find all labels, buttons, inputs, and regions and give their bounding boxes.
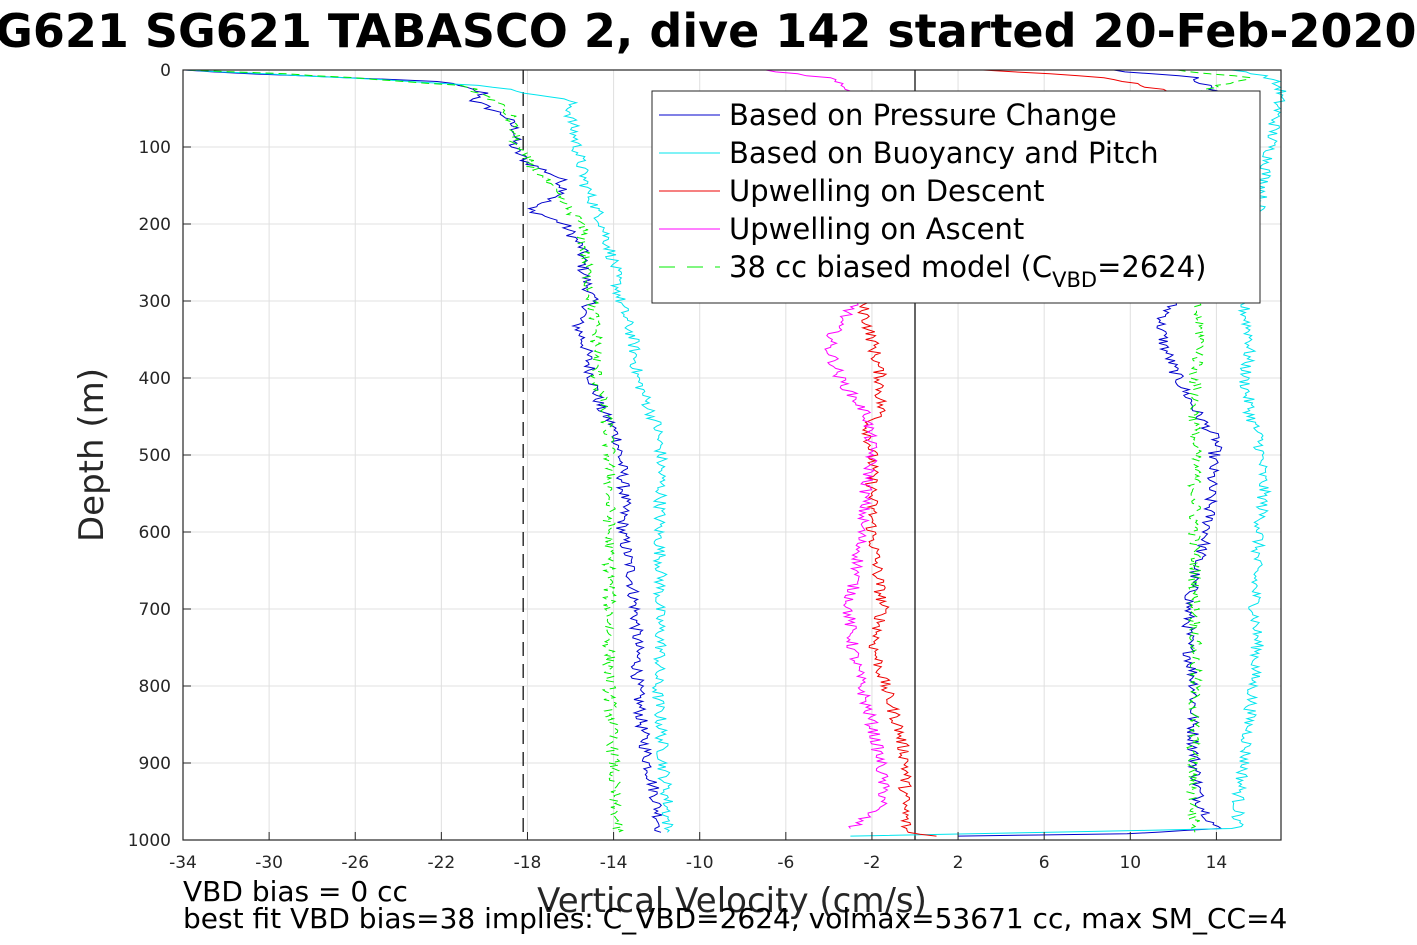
y-tick-label: 200 [139, 215, 171, 235]
x-tick-label: -30 [255, 853, 283, 873]
x-tick-label: -14 [600, 853, 628, 873]
best-fit-note: best fit VBD bias=38 implies: C_VBD=2624… [183, 902, 1288, 935]
x-tick-label: -26 [341, 853, 369, 873]
y-tick-label: 900 [139, 754, 171, 774]
legend-label: Upwelling on Descent [729, 174, 1045, 208]
series-line [184, 69, 663, 833]
x-tick-label: -10 [686, 853, 714, 873]
figure-title-text: SG621 SG621 TABASCO 2, dive 142 started … [0, 4, 1417, 58]
x-axis-label: Vertical Velocity (cm/s) [537, 881, 927, 921]
x-tick-label: -18 [514, 853, 542, 873]
y-tick-label: 1000 [128, 831, 171, 851]
x-tick-label: -34 [169, 853, 197, 873]
legend-box [651, 90, 1261, 304]
y-tick-label: 500 [139, 446, 171, 466]
legend-label: Based on Buoyancy and Pitch [729, 136, 1159, 170]
series-line [850, 69, 1287, 837]
x-tick-label: 2 [953, 853, 964, 873]
y-tick-label: 300 [139, 292, 171, 312]
legend-label: Upwelling on Ascent [729, 212, 1024, 246]
y-tick-label: 400 [139, 369, 171, 389]
x-tick-label: 6 [1039, 853, 1050, 873]
legend: Based on Pressure Change Based on Buoyanc… [651, 90, 1261, 304]
figure-title: SG621 SG621 TABASCO 2, dive 142 started … [0, 0, 1417, 60]
y-tick-label: 100 [139, 138, 171, 158]
legend-label: Based on Pressure Change [729, 98, 1117, 132]
x-axis-ticks: -34 -30 -26 -22 -18 -14 -10 -6 -2 2 6 10 14 [169, 832, 1227, 873]
series-line [185, 69, 674, 833]
series-line [187, 69, 625, 833]
x-tick-label: -2 [863, 853, 880, 873]
fit-notes: VBD bias = 0 cc best fit VBD bias=38 imp… [183, 875, 1288, 935]
legend-label: 38 cc biased model (CVBD=2624) [729, 250, 1207, 292]
y-tick-label: 0 [160, 61, 171, 81]
y-tick-label: 600 [139, 523, 171, 543]
x-tick-label: 10 [1119, 853, 1141, 873]
vbd-bias-note: VBD bias = 0 cc [183, 875, 408, 908]
y-axis-label: Depth (m) [72, 368, 112, 542]
series-lines [184, 69, 1287, 837]
x-tick-label: -22 [427, 853, 455, 873]
x-tick-label: -6 [777, 853, 794, 873]
y-tick-label: 800 [139, 677, 171, 697]
y-tick-label: 700 [139, 600, 171, 620]
x-tick-label: 14 [1206, 853, 1228, 873]
y-axis-ticks: 0 100 200 300 400 500 600 700 800 900 1000 [128, 61, 191, 851]
